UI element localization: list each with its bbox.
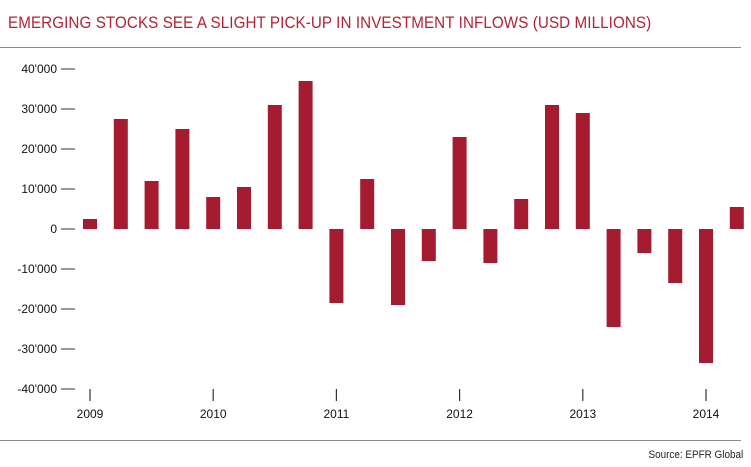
bar	[452, 137, 467, 229]
bar	[237, 187, 251, 229]
bar	[298, 81, 313, 229]
x-tick-label: 2012	[446, 407, 473, 421]
bar	[483, 229, 498, 263]
y-tick-label: -40'000	[17, 382, 57, 396]
bar	[699, 229, 713, 363]
x-tick-label: 2009	[77, 407, 104, 421]
bottom-divider	[0, 440, 741, 441]
bar	[668, 229, 683, 283]
x-tick-label: 2011	[323, 407, 349, 421]
top-divider	[0, 47, 741, 48]
bar	[113, 119, 128, 229]
y-tick-label: -10'000	[17, 262, 57, 276]
source-note: Source: EPFR Global	[648, 449, 743, 461]
y-axis: 40'000 30'000 20'000 10'000 0 -10'000 -20'000 -…	[17, 62, 75, 396]
y-tick-label: 20'000	[21, 142, 57, 156]
bar	[421, 229, 436, 261]
bar	[360, 179, 375, 229]
bar	[267, 105, 282, 229]
bar	[637, 229, 652, 253]
y-tick-label: -30'000	[17, 342, 57, 356]
y-tick-label: -20'000	[17, 302, 57, 316]
bar	[175, 129, 190, 229]
bar	[391, 229, 405, 305]
bar	[206, 197, 221, 229]
bar	[575, 113, 590, 229]
x-tick-label: 2014	[693, 407, 720, 421]
bar-series	[83, 81, 744, 363]
bar	[83, 219, 97, 229]
x-tick-label: 2010	[200, 407, 227, 421]
y-tick-label: 40'000	[21, 62, 57, 76]
y-tick-label: 0	[50, 222, 57, 236]
y-tick-label: 30'000	[21, 102, 57, 116]
bar	[329, 229, 344, 303]
bar	[545, 105, 559, 229]
x-tick-label: 2013	[569, 407, 596, 421]
bar	[514, 199, 529, 229]
y-tick-label: 10'000	[21, 182, 57, 196]
x-axis: 2009 2010 2011 2012 2013 2014	[77, 389, 720, 421]
chart-title: EMERGING STOCKS SEE A SLIGHT PICK-UP IN …	[8, 14, 652, 32]
bar	[729, 207, 744, 229]
bar	[144, 181, 159, 229]
bar	[606, 229, 621, 327]
